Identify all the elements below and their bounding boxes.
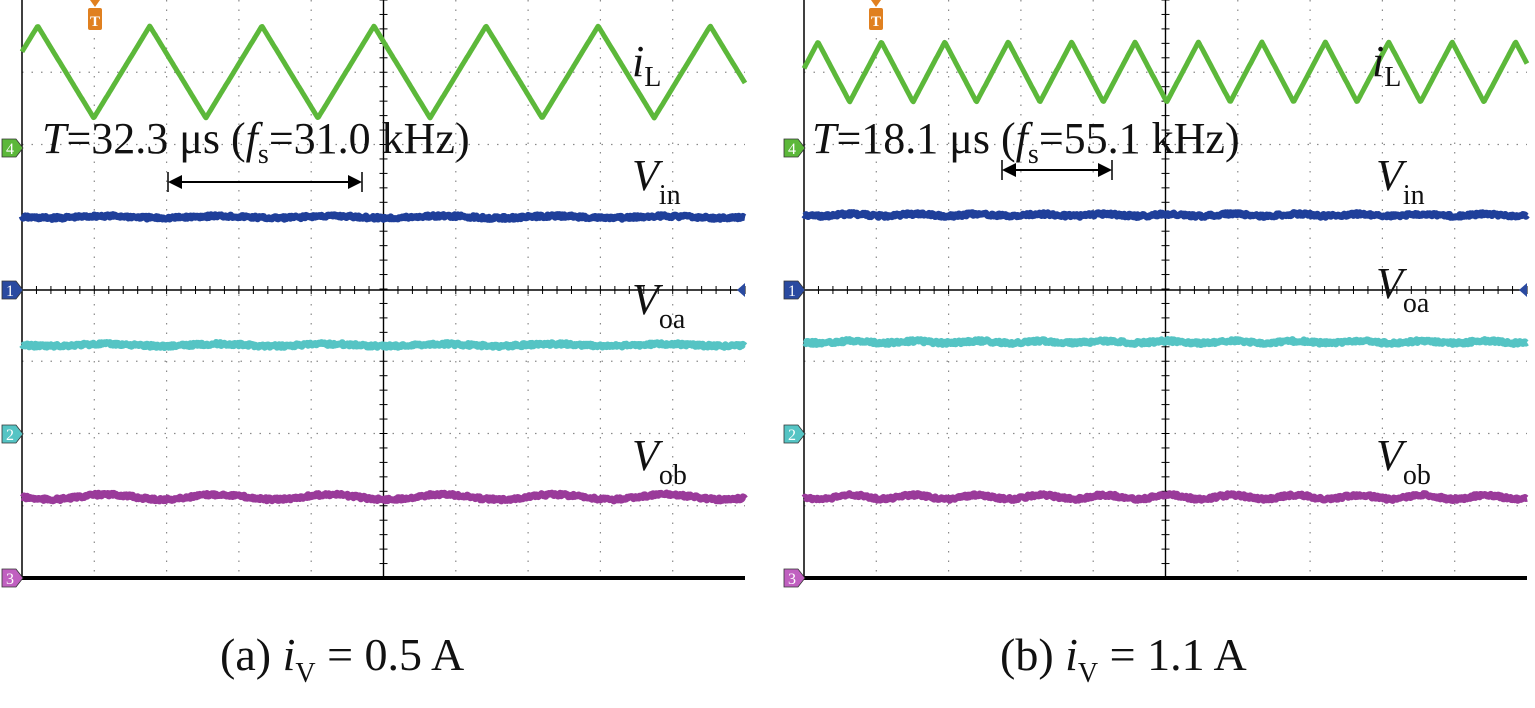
channel-marker-label: 4 — [788, 141, 796, 158]
panel-a: 4 1 2 3 T T=32.3 μs (fs=31.0 kHz) iL Vin Voa… — [1, 0, 748, 689]
channel-marker-shape — [1, 138, 24, 158]
series-label-il-a: iL — [632, 37, 661, 93]
series-label-vob-b: Vob — [1376, 431, 1431, 491]
caption-a: (a) iV = 0.5 A — [220, 629, 464, 689]
level-marker-right-b — [1519, 283, 1527, 297]
channel-marker-shape — [1, 568, 24, 588]
trigger-marker-b: T — [869, 0, 883, 30]
series-il-trace-b — [801, 39, 1530, 105]
channel-marker-a-4: 4 — [1, 138, 24, 158]
channel-marker-a-1: 1 — [1, 280, 24, 300]
channel-marker-label: 3 — [6, 571, 14, 588]
channel-marker-b-4: 4 — [783, 138, 806, 158]
channel-marker-label: 3 — [788, 571, 796, 588]
channel-marker-a-2: 2 — [1, 424, 24, 444]
period-arrow-b — [1001, 160, 1113, 180]
period-annotation-b: T=18.1 μs (fs=55.1 kHz) — [812, 114, 1240, 170]
series-voa-trace-a — [19, 339, 748, 351]
series-label-voa-a: Voa — [632, 275, 686, 335]
series-label-voa-b: Voa — [1376, 259, 1430, 319]
series-il-trace-a — [19, 23, 748, 121]
series-vob-trace-b — [801, 490, 1530, 504]
trigger-box — [88, 8, 102, 30]
waveforms-b — [801, 39, 1530, 504]
period-arrow-a — [167, 172, 363, 192]
series-vob-trace-a — [19, 489, 748, 505]
trigger-box — [869, 8, 883, 30]
channel-marker-shape — [783, 424, 806, 444]
channel-markers-b: 4 1 2 3 T — [783, 0, 1527, 588]
channel-marker-shape — [783, 280, 806, 300]
trigger-label: T — [871, 14, 881, 30]
channel-marker-label: 1 — [788, 283, 796, 300]
series-label-vin-b: Vin — [1376, 151, 1425, 211]
trigger-arrow — [90, 0, 100, 7]
panel-b: 4 1 2 3 T T=18.1 μs (fs=55.1 kHz) iL Vin Voa… — [783, 0, 1530, 689]
channel-marker-b-2: 2 — [783, 424, 806, 444]
channel-marker-label: 2 — [788, 427, 796, 444]
trigger-arrow — [871, 0, 881, 7]
series-vin-trace-a — [18, 211, 748, 223]
trigger-marker-a: T — [88, 0, 102, 30]
series-label-il-b: iL — [1372, 37, 1401, 93]
channel-markers-a: 4 1 2 3 T — [1, 0, 745, 588]
level-marker-right-a — [737, 283, 745, 297]
waveforms-a — [18, 23, 748, 505]
channel-marker-shape — [783, 138, 806, 158]
channel-marker-label: 1 — [6, 283, 14, 300]
series-vin-trace-b — [801, 209, 1530, 221]
series-voa-trace-b — [801, 336, 1530, 348]
channel-marker-b-3: 3 — [783, 568, 806, 588]
trigger-label: T — [90, 14, 100, 30]
channel-marker-label: 2 — [6, 427, 14, 444]
period-annotation-a: T=32.3 μs (fs=31.0 kHz) — [42, 114, 470, 170]
channel-marker-a-3: 3 — [1, 568, 24, 588]
series-label-vob-a: Vob — [632, 431, 687, 491]
channel-marker-shape — [1, 424, 24, 444]
channel-marker-label: 4 — [6, 141, 14, 158]
caption-b: (b) iV = 1.1 A — [1000, 629, 1247, 689]
channel-marker-b-1: 1 — [783, 280, 806, 300]
channel-marker-shape — [783, 568, 806, 588]
series-label-vin-a: Vin — [632, 151, 681, 211]
channel-marker-shape — [1, 280, 24, 300]
